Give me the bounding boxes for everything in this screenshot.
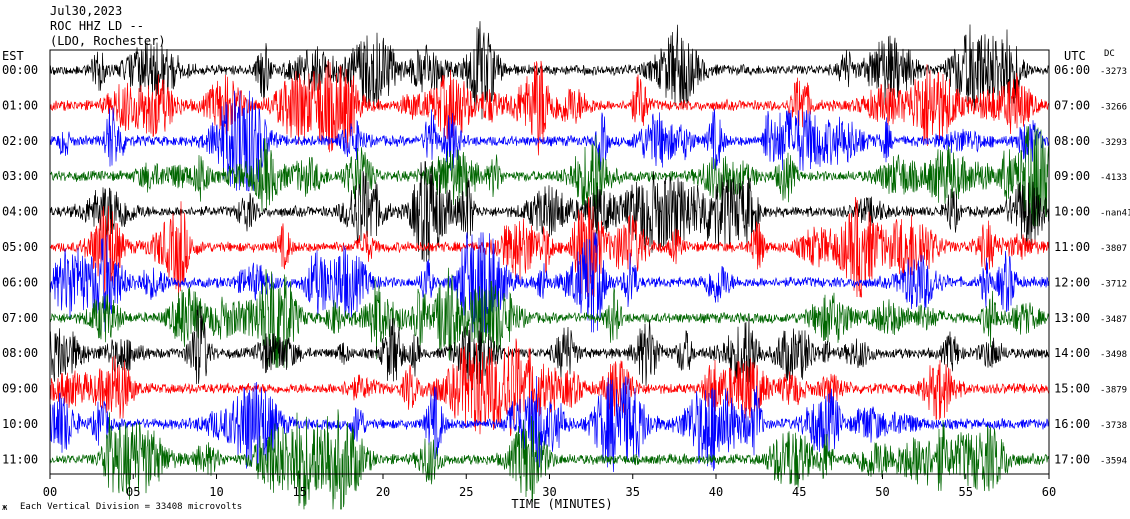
x-axis-label: TIME (MINUTES) [511,497,612,511]
utc-label: 11:00 [1054,240,1090,254]
dc-offset-label: -3712 [1100,279,1127,289]
x-tick-label: 20 [376,485,390,499]
utc-label: 09:00 [1054,169,1090,183]
row-labels: 00:00 06:00 -3273 01:00 07:00 -3266 02:00 08:00… [2,63,1130,466]
x-tick-label: 50 [875,485,889,499]
dc-header: DC [1104,49,1115,59]
utc-label: 07:00 [1054,98,1090,112]
utc-label: 12:00 [1054,275,1090,289]
dc-offset-label: -3273 [1100,67,1127,77]
dc-offset-label: -3293 [1100,138,1127,148]
x-tick-label: 45 [792,485,806,499]
trace-row [49,375,1050,473]
trace-row [49,305,1050,391]
footnote: Each Vertical Division = 33408 microvolt… [20,502,242,512]
trace-row [49,60,1050,156]
x-tick-label: 05 [126,485,140,499]
est-label: 05:00 [2,240,38,254]
x-tick-label: 00 [43,485,57,499]
est-label: 00:00 [2,63,38,77]
est-label: 10:00 [2,417,38,431]
left-axis-title: EST [2,49,24,63]
dc-offset-label: -3266 [1100,102,1127,112]
est-label: 06:00 [2,275,38,289]
trace-row [49,232,1050,334]
dc-offset-label: -3738 [1100,421,1127,431]
est-label: 09:00 [2,382,38,396]
x-axis-ticks: 00 05 10 15 20 25 30 35 40 45 50 55 60 [43,474,1056,499]
est-label: 04:00 [2,205,38,219]
dc-offset-label: -3807 [1100,244,1127,254]
dc-offset-label: -3498 [1100,350,1127,360]
trace-row [49,338,1050,437]
trace-row [49,196,1050,298]
trace-row [49,126,1050,227]
x-tick-label: 60 [1042,485,1056,499]
utc-label: 08:00 [1054,134,1090,148]
est-label: 11:00 [2,452,38,466]
chart-title-line-3: (LDO, Rochester) [50,34,166,48]
trace-row [49,161,1050,262]
utc-label: 17:00 [1054,452,1090,466]
chart-title-line-2: ROC HHZ LD -- [50,19,144,33]
est-label: 01:00 [2,98,38,112]
trace-row [49,409,1050,511]
seismic-traces [49,21,1050,511]
utc-label: 15:00 [1054,382,1090,396]
right-axis-title: UTC [1064,49,1086,63]
est-label: 02:00 [2,134,38,148]
utc-label: 13:00 [1054,311,1090,325]
est-label: 08:00 [2,346,38,360]
trace-row [49,90,1050,192]
footnote-prefix: ж [2,503,8,513]
dc-offset-label: -3487 [1100,315,1127,325]
est-label: 03:00 [2,169,38,183]
chart-title-line-1: Jul30,2023 [50,4,122,18]
utc-label: 14:00 [1054,346,1090,360]
x-tick-label: 30 [542,485,556,499]
utc-label: 16:00 [1054,417,1090,431]
utc-label: 10:00 [1054,205,1090,219]
x-tick-label: 25 [459,485,473,499]
x-tick-label: 10 [209,485,223,499]
dc-offset-label: -3594 [1100,456,1127,466]
x-tick-label: 40 [709,485,723,499]
x-tick-label: 35 [626,485,640,499]
trace-row [49,21,1050,120]
x-tick-label: 15 [293,485,307,499]
trace-row [49,267,1050,368]
dc-offset-label: -4133 [1100,173,1127,183]
utc-label: 06:00 [1054,63,1090,77]
dc-offset-label: -3879 [1100,386,1127,396]
est-label: 07:00 [2,311,38,325]
dc-offset-label: -nan4124d [1100,209,1130,219]
x-tick-label: 55 [959,485,973,499]
